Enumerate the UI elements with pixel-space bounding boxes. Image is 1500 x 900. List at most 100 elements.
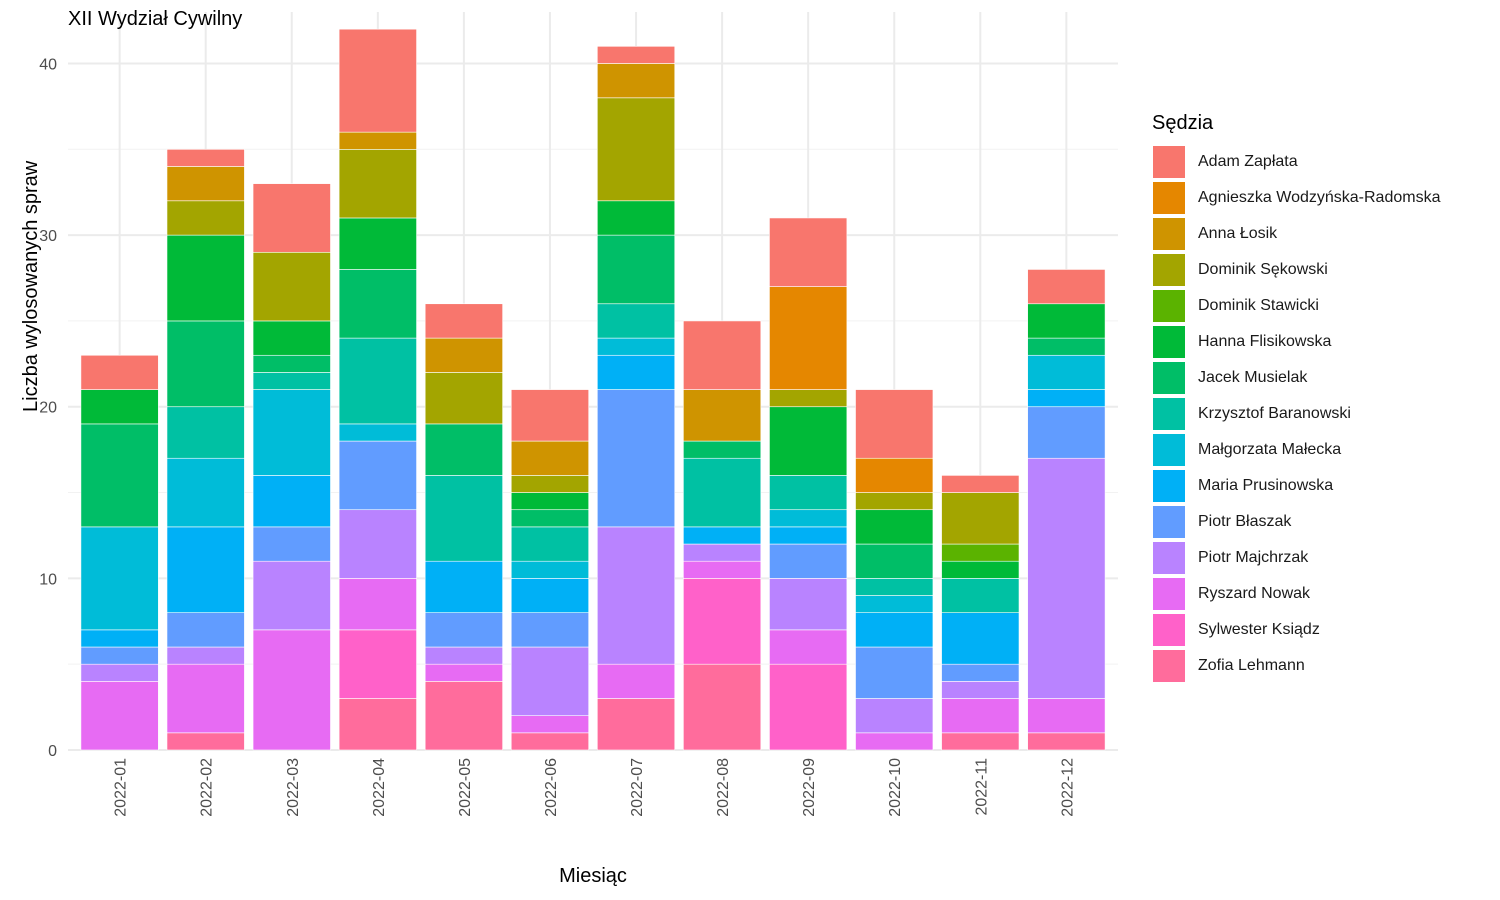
bar-segment: [683, 526, 762, 545]
bar-segment: [252, 251, 331, 322]
bar-segment: [80, 389, 159, 425]
x-axis-label: Miesiąc: [559, 865, 627, 887]
y-tick-label: 20: [39, 400, 57, 417]
bar-segment: [510, 440, 589, 476]
bar-segment: [1027, 457, 1106, 699]
bar-segment: [338, 423, 417, 442]
bar-segment: [1027, 303, 1106, 339]
bar-segment: [855, 543, 934, 579]
bar-segment: [597, 663, 676, 699]
bar-segment: [166, 200, 245, 236]
bar-segment: [941, 543, 1020, 562]
bar-segment: [166, 234, 245, 322]
legend-item: Krzysztof Baranowski: [1152, 396, 1440, 432]
y-axis-ticks: 0 10 20 30 40: [39, 56, 57, 760]
bar-segment: [769, 629, 848, 665]
bar-segment: [510, 612, 589, 648]
bar-segment: [769, 509, 848, 528]
x-tick-label: 2022-12: [1059, 758, 1076, 817]
bar-segment: [855, 578, 934, 596]
bar-stacks: [80, 28, 1106, 751]
legend-item: Agnieszka Wodzyńska-Radomska: [1152, 180, 1440, 216]
x-tick-label: 2022-04: [371, 758, 388, 817]
bar-segment: [855, 612, 934, 648]
bar-segment: [683, 543, 762, 562]
legend-label: Dominik Stawicki: [1198, 297, 1319, 314]
legend-key: [1152, 469, 1186, 503]
legend-item: Piotr Majchrzak: [1152, 540, 1440, 576]
bar-segment: [252, 629, 331, 751]
legend-item: Maria Prusinowska: [1152, 468, 1440, 504]
bar-segment: [769, 526, 848, 545]
legend-label: Krzysztof Baranowski: [1198, 405, 1351, 422]
bar-segment: [510, 475, 589, 493]
legend-label: Ryszard Nowak: [1198, 585, 1311, 602]
legend-item: Sylwester Ksiądz: [1152, 612, 1440, 648]
bar-segment: [769, 406, 848, 476]
bar-segment: [1027, 406, 1106, 459]
bar-segment: [510, 389, 589, 442]
bar-segment: [769, 543, 848, 579]
legend-label: Zofia Lehmann: [1198, 657, 1305, 674]
bar-segment: [769, 217, 848, 287]
bar-segment: [510, 560, 589, 579]
bar-segment: [1027, 337, 1106, 356]
bar-segment: [166, 646, 245, 665]
bar-segment: [1027, 354, 1106, 390]
bar-segment: [338, 131, 417, 150]
bar-segment: [597, 303, 676, 339]
x-tick-label: 2022-11: [973, 758, 990, 816]
legend-item: Jacek Musielak: [1152, 360, 1440, 396]
bar-segment: [338, 629, 417, 699]
legend-label: Maria Prusinowska: [1198, 477, 1334, 494]
bar-segment: [338, 269, 417, 339]
bar-segment: [597, 234, 676, 305]
bar-segment: [769, 663, 848, 751]
bar-segment: [166, 406, 245, 459]
bar-segment: [166, 457, 245, 528]
bar-segment: [252, 183, 331, 253]
bar-segment: [424, 475, 503, 562]
legend-key: [1152, 649, 1186, 683]
bar-segment: [941, 475, 1020, 493]
bar-segment: [769, 286, 848, 390]
bar-segment: [941, 681, 1020, 699]
legend-label: Anna Łosik: [1198, 225, 1278, 242]
x-tick-label: 2022-06: [543, 758, 560, 817]
legend-item: Hanna Flisikowska: [1152, 324, 1440, 360]
bar-segment: [855, 492, 934, 511]
bar-segment: [252, 320, 331, 356]
legend-key: [1152, 361, 1186, 395]
legend-item: Anna Łosik: [1152, 216, 1440, 252]
bar-segment: [424, 560, 503, 613]
bar-segment: [510, 509, 589, 528]
bar-segment: [510, 732, 589, 751]
bar-segment: [510, 492, 589, 511]
bar-segment: [252, 372, 331, 390]
legend-label: Jacek Musielak: [1198, 369, 1308, 386]
bar-segment: [597, 200, 676, 236]
legend-label: Adam Zapłata: [1198, 153, 1298, 170]
bar-segment: [941, 732, 1020, 751]
bar-segment: [338, 440, 417, 511]
bar-segment: [166, 149, 245, 167]
bar-segment: [510, 646, 589, 716]
bar-segment: [855, 509, 934, 545]
bar-segment: [683, 578, 762, 665]
y-tick-label: 30: [39, 228, 57, 245]
legend-key: [1152, 505, 1186, 539]
bar-segment: [683, 457, 762, 528]
bar-segment: [683, 320, 762, 390]
bar-segment: [597, 337, 676, 356]
bar-segment: [424, 372, 503, 425]
bar-segment: [941, 663, 1020, 682]
legend-label: Hanna Flisikowska: [1198, 333, 1332, 350]
legend-label: Piotr Majchrzak: [1198, 549, 1309, 566]
bar-segment: [597, 97, 676, 202]
bar-segment: [338, 337, 417, 425]
legend-key: [1152, 289, 1186, 323]
legend-item: Ryszard Nowak: [1152, 576, 1440, 612]
legend-key: [1152, 541, 1186, 575]
bar-segment: [769, 475, 848, 511]
bar-segment: [597, 63, 676, 99]
